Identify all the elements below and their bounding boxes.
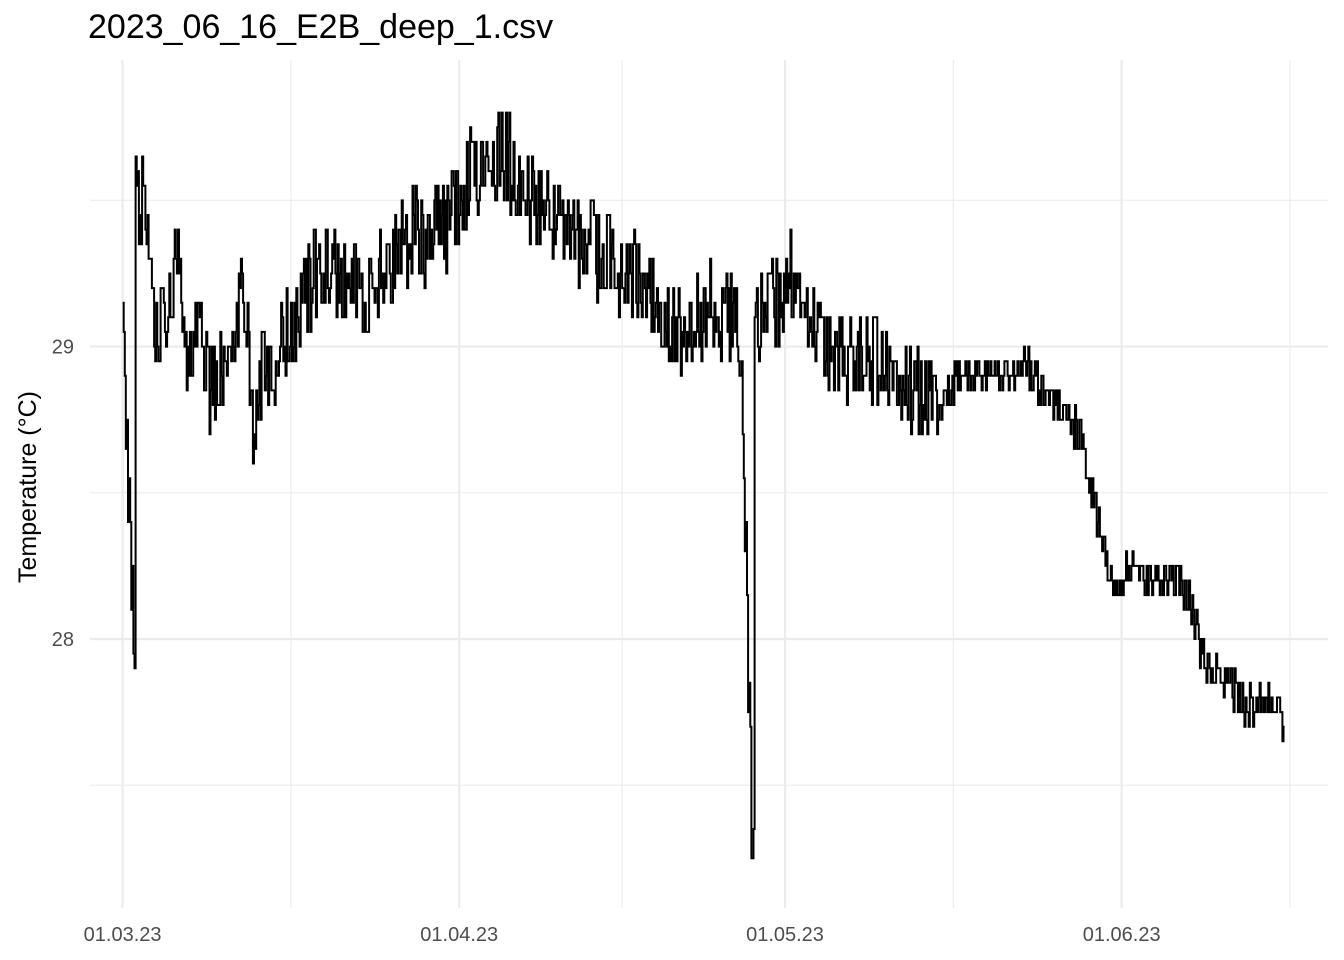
y-tick-labels: 28 29 [52,337,74,651]
temperature-series-line [122,111,1285,860]
x-tick-label: 01.03.23 [84,924,162,946]
x-tick-label: 01.04.23 [420,924,498,946]
y-tick-label: 28 [52,629,74,651]
x-tick-label: 01.05.23 [746,924,824,946]
y-tick-label: 29 [52,337,74,359]
major-gridlines [90,60,1328,908]
y-axis-title: Temperature (°C) [14,391,42,583]
series-layer [122,111,1285,860]
chart-title: 2023_06_16_E2B_deep_1.csv [88,8,554,46]
x-tick-labels: 01.03.23 01.04.23 01.05.23 01.06.23 [84,924,1161,946]
x-tick-label: 01.06.23 [1083,924,1161,946]
minor-gridlines [90,60,1328,908]
